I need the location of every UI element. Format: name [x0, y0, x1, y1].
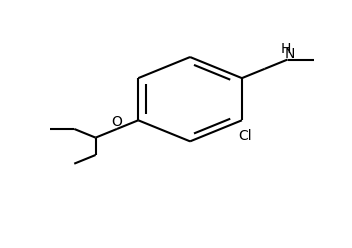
Text: N: N	[284, 47, 295, 61]
Text: H: H	[280, 42, 291, 56]
Text: Cl: Cl	[239, 129, 252, 143]
Text: O: O	[112, 115, 122, 129]
